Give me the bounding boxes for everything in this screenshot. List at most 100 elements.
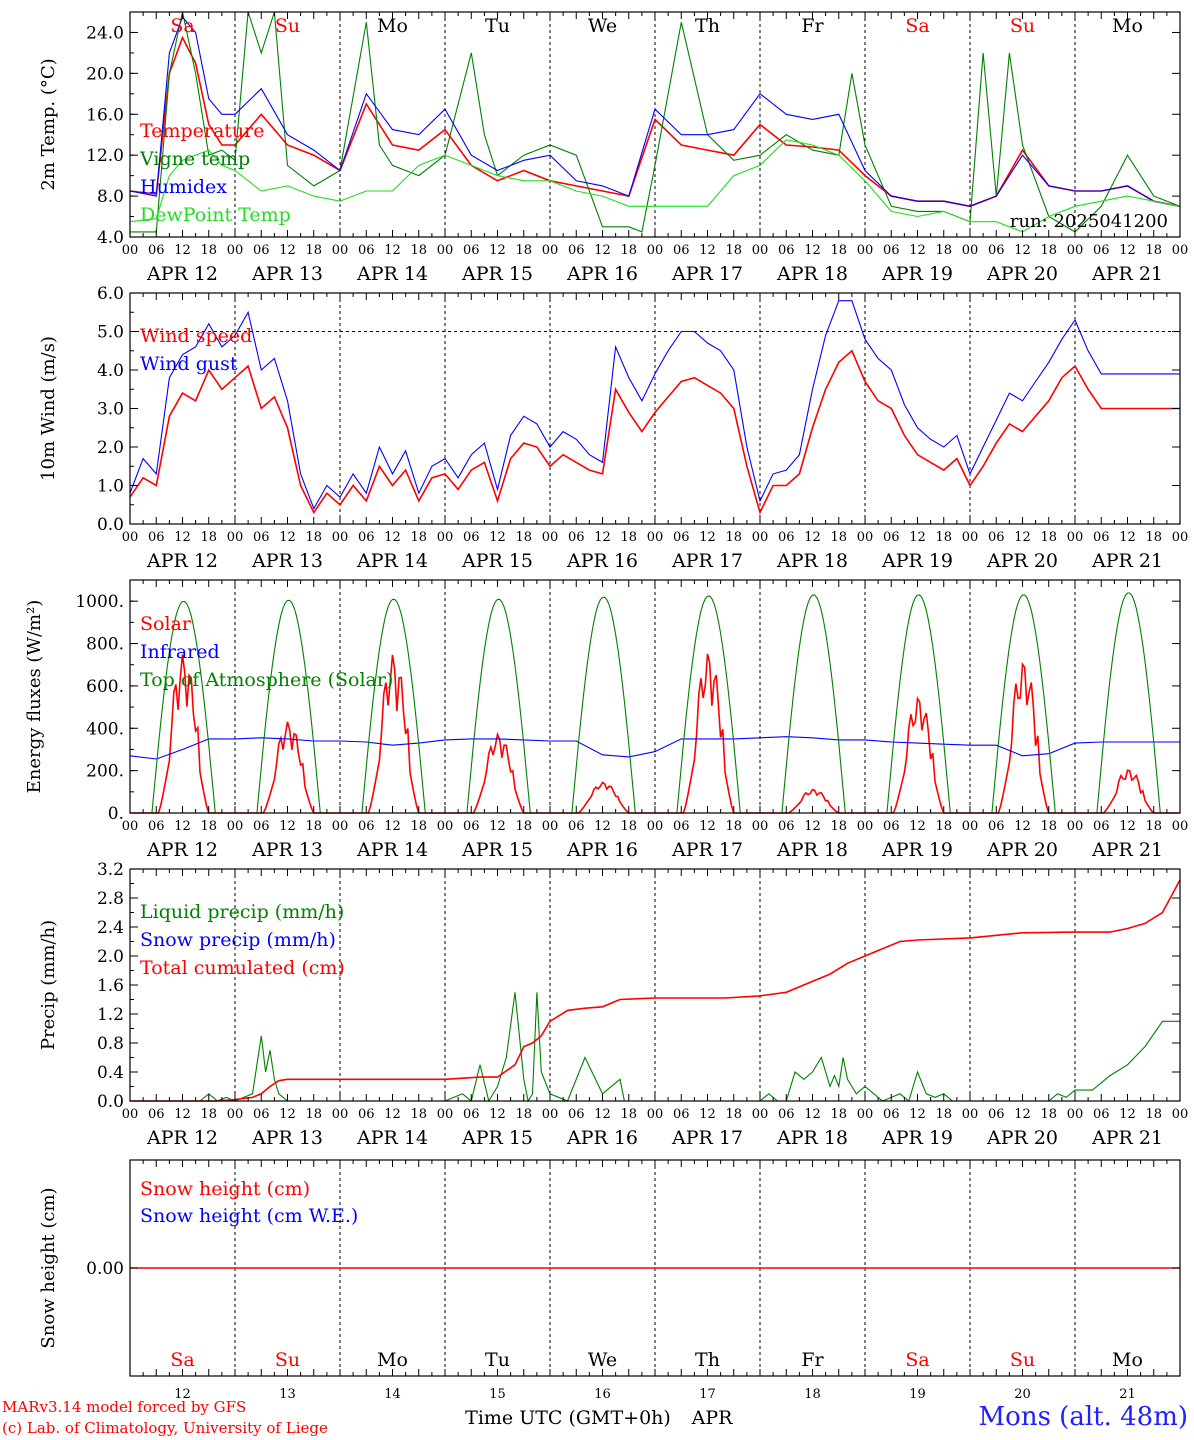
hour-tick-label: 18 <box>1040 530 1057 545</box>
date-label: APR 15 <box>461 263 533 285</box>
date-label: APR 13 <box>251 550 323 572</box>
hour-tick-label: 06 <box>1093 243 1110 258</box>
hour-tick-label: 18 <box>200 819 217 834</box>
hour-tick-label: 18 <box>935 819 952 834</box>
hour-tick-label: 06 <box>148 530 165 545</box>
hour-tick-label: 18 <box>410 1107 427 1122</box>
hour-tick-label: 12 <box>909 1107 926 1122</box>
hour-tick-label: 18 <box>830 819 847 834</box>
y-tick-label: 1.0 <box>97 477 124 497</box>
hour-tick-label: 12 <box>489 1107 506 1122</box>
day-name-bottom: Fr <box>801 1349 824 1371</box>
day-name-bottom: Tu <box>485 1349 510 1371</box>
panel-1: 4.0 8.0 12.0 16.0 20.0 24.0 2m Temp. (°C) Tempe… <box>38 11 1189 285</box>
hour-tick-label: 06 <box>988 819 1005 834</box>
x-axis-title: Time UTC (GMT+0h) <box>465 1407 671 1429</box>
y-tick-label: 0. <box>108 804 124 824</box>
hour-tick-label: 18 <box>515 1107 532 1122</box>
date-label: APR 17 <box>671 263 743 285</box>
legend-entry-4: DewPoint Temp <box>140 204 291 226</box>
hour-tick-label: 00 <box>647 530 664 545</box>
hour-tick-label: 06 <box>673 243 690 258</box>
day-name-bottom: Mo <box>377 1349 408 1371</box>
x-axis-month: APR <box>691 1407 734 1429</box>
y-tick-label: 800. <box>86 635 124 655</box>
hour-tick-label: 00 <box>1067 819 1084 834</box>
date-label: APR 12 <box>146 839 218 861</box>
y-tick-label: 16.0 <box>86 105 124 125</box>
hour-tick-label: 00 <box>542 530 559 545</box>
day-name: Su <box>1010 15 1035 37</box>
hour-tick-label: 18 <box>200 530 217 545</box>
hour-tick-label: 12 <box>594 530 611 545</box>
hour-tick-label: 06 <box>1093 530 1110 545</box>
hour-tick-label: 18 <box>1145 1107 1162 1122</box>
hour-tick-label: 12 <box>1119 819 1136 834</box>
legend-entry-2: Vigne temp <box>139 148 250 170</box>
date-label: APR 15 <box>461 839 533 861</box>
hour-tick-label: 06 <box>148 1107 165 1122</box>
hour-tick-label: 06 <box>463 819 480 834</box>
hour-tick-label: 12 <box>909 530 926 545</box>
hour-tick-label: 18 <box>305 819 322 834</box>
hour-tick-label: 00 <box>542 819 559 834</box>
day-name: Mo <box>377 15 408 37</box>
hour-tick-label: 12 <box>279 243 296 258</box>
hour-tick-label: 12 <box>384 243 401 258</box>
hour-tick-label: 12 <box>1014 819 1031 834</box>
hour-tick-label: 00 <box>542 1107 559 1122</box>
legend-entry-2: Snow height (cm W.E.) <box>140 1205 358 1227</box>
run-label: run: 2025041200 <box>1010 211 1168 232</box>
y-axis-label: Precip (mm/h) <box>38 920 59 1050</box>
hour-tick-label: 18 <box>305 530 322 545</box>
hour-tick-label: 12 <box>1119 530 1136 545</box>
hour-tick-label: 06 <box>568 530 585 545</box>
hour-tick-label: 18 <box>410 243 427 258</box>
hour-tick-label: 00 <box>1172 243 1189 258</box>
y-tick-label: 400. <box>86 719 124 739</box>
hour-tick-label: 18 <box>1040 819 1057 834</box>
hour-tick-label: 12 <box>594 1107 611 1122</box>
hour-tick-label: 12 <box>1014 243 1031 258</box>
hour-tick-label: 00 <box>752 530 769 545</box>
hour-tick-label: 06 <box>778 530 795 545</box>
hour-tick-label: 06 <box>358 530 375 545</box>
hour-tick-label: 00 <box>437 1107 454 1122</box>
hour-tick-label: 12 <box>174 1107 191 1122</box>
hour-tick-label: 18 <box>515 530 532 545</box>
y-tick-label: 0.0 <box>97 1092 124 1112</box>
hour-tick-label: 00 <box>332 243 349 258</box>
day-name: Sa <box>905 15 929 37</box>
day-name-bottom: Sa <box>170 1349 194 1371</box>
hour-tick-label: 18 <box>620 1107 637 1122</box>
y-tick-label: 5.0 <box>97 323 124 343</box>
hour-tick-label: 06 <box>148 819 165 834</box>
hour-tick-label: 18 <box>725 1107 742 1122</box>
hour-tick-label: 00 <box>1067 1107 1084 1122</box>
date-label: APR 16 <box>566 263 638 285</box>
hour-tick-label: 18 <box>515 819 532 834</box>
hour-tick-label: 12 <box>489 530 506 545</box>
series-line-2 <box>130 11 1181 233</box>
series-line-2 <box>129 300 1180 510</box>
date-label: APR 20 <box>986 839 1058 861</box>
hour-tick-label: 18 <box>1040 1107 1057 1122</box>
day-number: 19 <box>909 1387 926 1402</box>
hour-tick-label: 06 <box>463 1107 480 1122</box>
date-label: APR 19 <box>881 263 953 285</box>
day-number: 14 <box>384 1387 401 1402</box>
hour-tick-label: 12 <box>174 819 191 834</box>
hour-tick-label: 00 <box>332 530 349 545</box>
y-tick-label: 0.8 <box>97 1034 124 1054</box>
date-label: APR 17 <box>671 550 743 572</box>
hour-tick-label: 12 <box>1014 530 1031 545</box>
hour-tick-label: 18 <box>830 530 847 545</box>
day-number: 17 <box>699 1387 716 1402</box>
hour-tick-label: 00 <box>647 819 664 834</box>
hour-tick-label: 06 <box>673 530 690 545</box>
hour-tick-label: 06 <box>673 819 690 834</box>
date-label: APR 21 <box>1091 839 1163 861</box>
date-label: APR 17 <box>671 839 743 861</box>
hour-tick-label: 18 <box>935 530 952 545</box>
hour-tick-label: 00 <box>227 243 244 258</box>
